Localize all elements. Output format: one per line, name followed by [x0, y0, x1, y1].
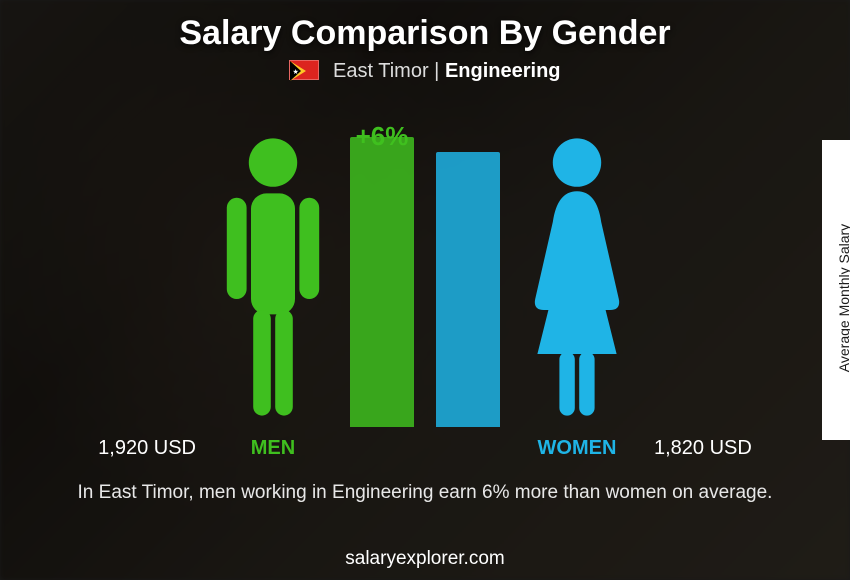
women-bar-col: .: [436, 127, 500, 460]
women-figure-col: WOMEN: [522, 127, 632, 460]
field-text: Engineering: [445, 60, 561, 82]
men-label: MEN: [251, 437, 295, 460]
men-value-col: 1,920 USD: [98, 127, 196, 460]
men-figure-col: MEN: [218, 127, 328, 460]
men-value: 1,920 USD: [98, 437, 196, 460]
men-bar-col: +6% .: [350, 127, 414, 460]
women-value-col: 1,820 USD: [654, 127, 752, 460]
subtitle: ★ East Timor | Engineering: [0, 60, 850, 83]
y-axis-label: Average Monthly Salary: [836, 224, 850, 372]
women-value: 1,820 USD: [654, 437, 752, 460]
women-bar: [436, 152, 500, 427]
man-icon: [218, 127, 328, 427]
flag-icon: ★: [289, 60, 319, 80]
caption-text: In East Timor, men working in Engineerin…: [60, 480, 790, 506]
brand-text: salaryexplorer.com: [0, 548, 850, 570]
woman-icon: [522, 127, 632, 427]
comparison-chart: 1,920 USD MEN +: [0, 100, 850, 460]
page-title: Salary Comparison By Gender: [0, 14, 850, 53]
women-label: WOMEN: [538, 437, 617, 460]
men-bar: [350, 137, 414, 427]
separator: |: [434, 60, 445, 82]
country-text: East Timor: [333, 60, 429, 82]
